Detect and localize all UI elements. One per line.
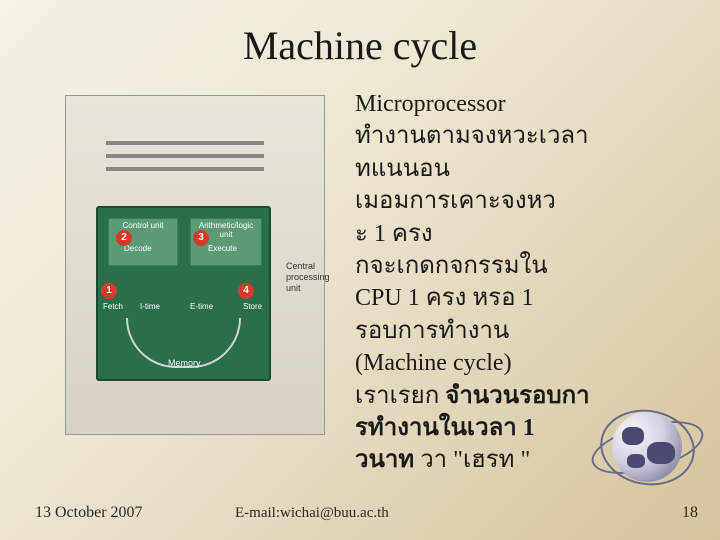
body-line: ทแนนอน (355, 156, 450, 182)
body-bold: วนาท (355, 447, 414, 473)
body-bold: รทำงานในเวลา 1 (355, 415, 535, 441)
step-badge-3: 3 (193, 230, 209, 246)
globe-icon (590, 390, 705, 505)
globe-land (647, 442, 675, 464)
machine-cycle-diagram: Control unit Arithmetic/logicunit Decode… (55, 95, 345, 455)
step-badge-2: 2 (116, 230, 132, 246)
globe-sphere (612, 412, 682, 482)
body-line: เราเรยก (355, 383, 445, 409)
slide-title: Machine cycle (0, 22, 720, 69)
drive-slot (106, 141, 264, 145)
execute-label: Execute (208, 244, 237, 253)
body-line: ทำงานตามจงหวะเวลา (355, 123, 589, 149)
cpu-external-label: Centralprocessingunit (286, 261, 330, 293)
computer-case: Control unit Arithmetic/logicunit Decode… (65, 95, 325, 435)
globe-land (627, 454, 645, 468)
itime-label: I-time (140, 302, 160, 311)
body-line: เมอมการเคาะจงหว (355, 188, 556, 214)
cpu-box: Control unit Arithmetic/logicunit Decode… (96, 206, 271, 381)
body-bold: จำนวนรอบกา (445, 383, 589, 409)
footer-email: E-mail:wichai@buu.ac.th (235, 505, 389, 522)
body-line: (Machine cycle) (355, 350, 512, 376)
body-line: CPU 1 ครง หรอ 1 (355, 285, 533, 311)
store-label: Store (243, 302, 262, 311)
decode-label: Decode (124, 244, 152, 253)
globe-land (622, 427, 644, 445)
drive-slot (106, 167, 264, 171)
body-line: กจะเกดกจกรรมใน (355, 253, 548, 279)
etime-label: E-time (190, 302, 213, 311)
footer-date: 13 October 2007 (35, 504, 143, 522)
step-badge-1: 1 (101, 283, 117, 299)
drive-slot (106, 154, 264, 158)
body-line: รอบการทำงาน (355, 318, 509, 344)
memory-label: Memory (168, 358, 201, 368)
step-badge-4: 4 (238, 283, 254, 299)
body-tail: วา "เฮรท " (414, 447, 530, 473)
body-line: ะ 1 ครง (355, 221, 433, 247)
fetch-label: Fetch (103, 302, 123, 311)
body-line: Microprocessor (355, 91, 506, 117)
footer-page-number: 18 (682, 504, 698, 522)
